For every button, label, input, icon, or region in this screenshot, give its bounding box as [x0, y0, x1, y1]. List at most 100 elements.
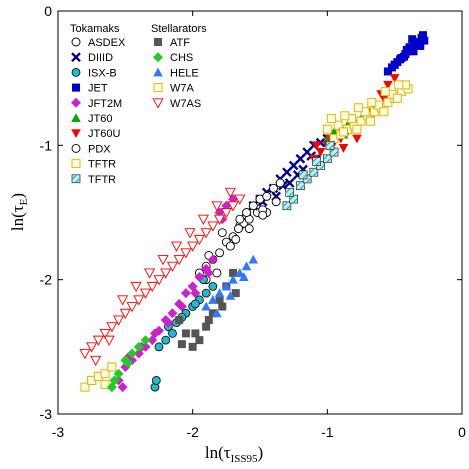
marker-shape [151, 376, 161, 385]
data-point-w7as [146, 281, 158, 293]
data-point-asdex [234, 224, 243, 234]
marker-shape [269, 183, 278, 193]
data-point-isx-b [208, 281, 218, 291]
data-point-jt60u [338, 144, 349, 153]
marker-shape [228, 274, 238, 284]
data-point-isx-b [154, 342, 164, 352]
marker-shape [146, 281, 158, 293]
y-tick-label: -3 [40, 406, 53, 422]
data-point-jet [383, 67, 392, 76]
data-point-jft2m [180, 288, 191, 299]
marker-shape [275, 178, 285, 188]
marker-shape [180, 288, 191, 299]
marker-shape [352, 134, 362, 144]
marker-shape [412, 37, 421, 46]
data-point-pdx [244, 224, 254, 234]
data-point-jet [396, 55, 405, 64]
marker-shape [234, 224, 243, 234]
marker-shape [130, 281, 142, 293]
data-point-jft2m [194, 271, 205, 282]
marker-shape [326, 113, 336, 123]
data-point-jft2m [149, 328, 160, 339]
marker-shape [123, 357, 134, 368]
data-point-tftr [340, 111, 350, 121]
legend-marker-jft2m [71, 97, 81, 108]
marker-shape [389, 74, 400, 83]
data-point-isx-b [161, 335, 171, 345]
marker-shape [215, 248, 225, 258]
data-point-isx-b [151, 376, 161, 385]
marker-shape [190, 288, 201, 299]
marker-shape [242, 208, 251, 217]
data-point-jt60u [383, 80, 393, 90]
x-tick-label: -2 [186, 424, 199, 440]
marker-shape [235, 268, 245, 277]
marker-shape [100, 379, 110, 389]
marker-shape [225, 290, 236, 300]
data-point-atf [218, 302, 227, 311]
marker-shape [271, 197, 281, 207]
marker-shape [208, 309, 217, 318]
data-point-diiid [295, 153, 306, 164]
marker-shape [201, 288, 211, 298]
data-point-w7as [130, 281, 142, 293]
data-point-w7as [187, 241, 199, 252]
data-point-atf [175, 315, 184, 324]
marker-shape [214, 214, 226, 225]
data-point-w7as [207, 221, 219, 232]
data-point-tftr [285, 187, 295, 197]
marker-shape [402, 45, 411, 54]
data-point-w7as [153, 275, 165, 286]
marker-shape [420, 36, 429, 45]
legend-label-pdx: PDX [88, 143, 111, 155]
marker-shape [311, 141, 322, 151]
data-point-chs [123, 357, 134, 368]
x-axis-title-main: ln(τ [205, 443, 231, 462]
marker-shape [133, 295, 145, 306]
legend-label-jet: JET [88, 83, 108, 95]
data-point-jet [418, 31, 427, 40]
data-point-w7as [106, 322, 118, 333]
marker-shape [295, 153, 306, 164]
data-point-isx-b [190, 299, 200, 309]
data-point-jet [412, 37, 421, 46]
legend-label-w7as: W7AS [170, 98, 201, 110]
legend-label-jt60u: JT60U [88, 128, 120, 140]
marker-hatch [312, 157, 321, 166]
data-point-w7as [234, 194, 246, 205]
marker-shape [71, 159, 81, 169]
data-point-w7a [100, 369, 110, 379]
y-tick-label: -1 [40, 137, 53, 153]
data-point-chs [140, 335, 151, 346]
marker-shape [218, 302, 227, 311]
data-point-hele [239, 272, 249, 281]
marker-shape [353, 103, 363, 113]
marker-shape [149, 328, 160, 339]
legend-label-atf: ATF [170, 37, 190, 49]
data-markers [79, 31, 429, 393]
plot-frame [57, 10, 463, 415]
data-point-atf [188, 342, 197, 351]
data-point-pdx [248, 201, 258, 211]
data-point-jft2m [176, 301, 187, 312]
marker-shape [380, 87, 390, 97]
data-point-jet [409, 47, 418, 56]
data-point-tftr [352, 124, 362, 134]
data-point-jet [390, 60, 399, 69]
legend-label-chs: CHS [170, 52, 193, 64]
legend-marker-isx-b [71, 68, 81, 77]
legend-marker-jet [72, 83, 80, 92]
data-point-w7as [90, 355, 102, 367]
data-point-w7as [184, 228, 196, 239]
data-point-hele [235, 268, 245, 277]
data-point-tftr [295, 181, 305, 191]
data-point-hele [221, 281, 232, 291]
data-point-pdx [271, 197, 281, 207]
marker-shape [338, 127, 348, 137]
marker-shape [227, 201, 239, 212]
data-point-atf [202, 322, 211, 331]
marker-shape [167, 308, 178, 319]
marker-shape [217, 228, 227, 238]
marker-shape [154, 38, 162, 46]
marker-shape [117, 382, 128, 393]
